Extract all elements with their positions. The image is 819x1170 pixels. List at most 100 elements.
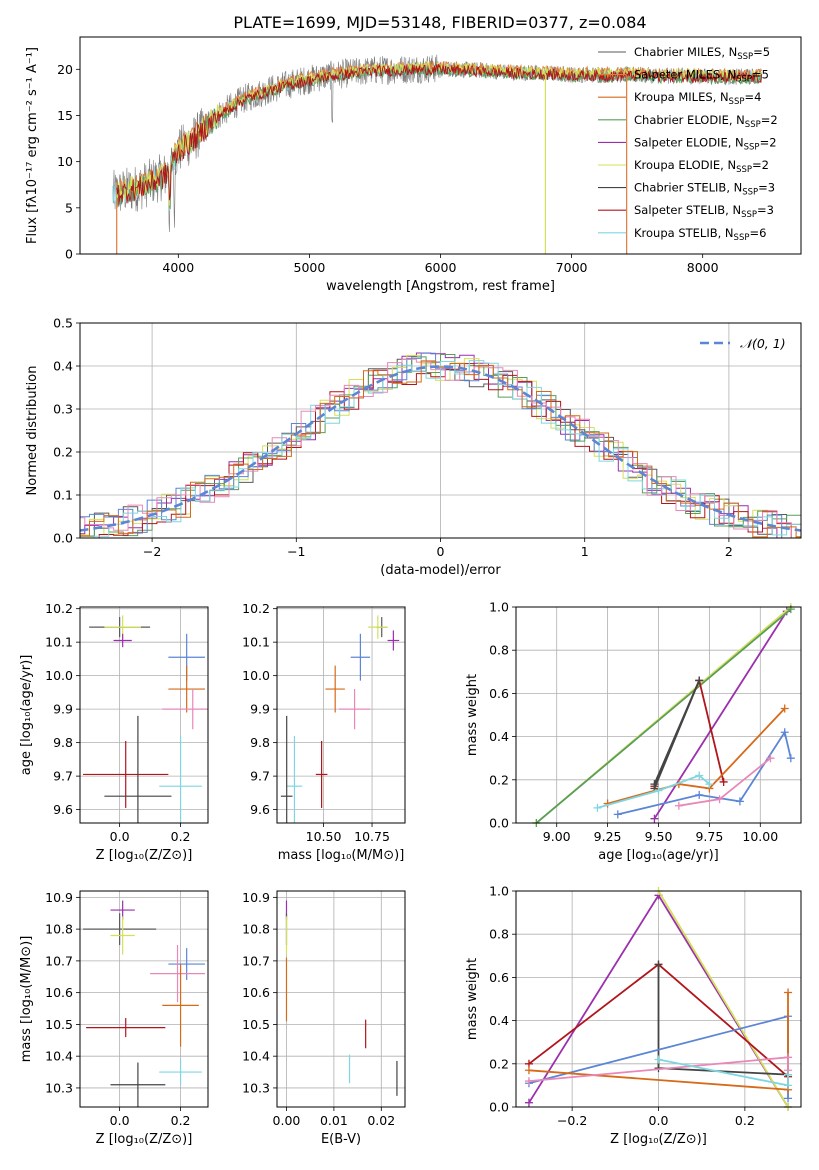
error-bar-point <box>83 913 157 945</box>
x-tick-label: 0.0 <box>110 829 130 844</box>
y-tick-label: 10.0 <box>242 668 270 683</box>
y-tick-label: 0 <box>65 247 73 262</box>
x-tick-label: 9.00 <box>543 829 571 844</box>
plus-marker <box>784 1081 793 1090</box>
weight-series-line <box>653 610 788 820</box>
mass_vs_Z-axes: 0.0 0.2 10.3 10.4 10.5 10.6 10.7 10.8 10.9 Z [log… <box>19 890 208 1147</box>
x-tick-label: 9.25 <box>594 829 622 844</box>
error-bar-point <box>159 1059 202 1085</box>
plus-marker <box>784 1094 793 1103</box>
error-bar-point <box>350 633 371 681</box>
axes-frame <box>515 606 802 824</box>
y-tick-label: 10.9 <box>45 890 73 905</box>
y-tick-label: 10.7 <box>45 953 73 968</box>
y-tick-label: 10.3 <box>242 1080 270 1095</box>
legend-entry: Chabrier STELIB, NSSP=3 <box>634 181 775 198</box>
y-axis-label: Flux [fλ10⁻¹⁷ erg cm⁻² s⁻¹ A⁻¹] <box>25 47 40 244</box>
axes-frame <box>79 606 209 824</box>
x-tick-label: 9.50 <box>645 829 673 844</box>
y-tick-label: 0.0 <box>489 816 509 831</box>
x-tick-label: 10.75 <box>354 829 390 844</box>
weight-series-line <box>653 677 725 787</box>
y-axis-label: age [log₁₀(age/yr)] <box>19 655 34 776</box>
plus-marker <box>784 1053 793 1062</box>
weight_vs_age-axes: 9.00 9.25 9.50 9.75 10.00 0.0 0.2 0.4 0.6 0.8 1.0 a… <box>465 600 801 863</box>
histogram-step <box>80 354 801 538</box>
weight-series-line <box>597 774 710 809</box>
plus-marker <box>674 801 683 810</box>
y-tick-label: 9.9 <box>250 702 270 717</box>
axes-frame <box>515 890 802 1108</box>
y-tick-label: 1.0 <box>489 600 509 615</box>
plus-marker <box>695 676 704 685</box>
x-tick-label: 0.01 <box>320 1113 348 1128</box>
error-bar-point <box>280 715 293 823</box>
weight-series-line <box>535 608 792 823</box>
x-axis-label: (data-model)/error <box>380 563 501 578</box>
x-axis-label: age [log₁₀(age/yr)] <box>598 848 719 863</box>
x-axis-label: mass [log₁₀(M/M⊙)] <box>278 848 405 863</box>
legend-entry: Kroupa STELIB, NSSP=6 <box>634 226 766 243</box>
error-bar-point <box>368 615 388 639</box>
y-tick-label: 0.0 <box>489 1100 509 1115</box>
y-tick-label: 9.6 <box>250 802 270 817</box>
plus-marker <box>613 810 622 819</box>
x-tick-label: −0.2 <box>557 1113 587 1128</box>
y-tick-label: 0.8 <box>489 643 509 658</box>
y-tick-label: 10.0 <box>45 668 73 683</box>
y-tick-label: 0.6 <box>489 686 509 701</box>
plus-marker <box>524 1098 533 1107</box>
y-tick-label: 9.6 <box>53 802 73 817</box>
legend-entry: Salpeter MILES, NSSP=5 <box>634 68 769 85</box>
y-tick-label: 0.4 <box>489 729 509 744</box>
y-tick-label: 0.8 <box>489 927 509 942</box>
plus-marker <box>715 795 724 804</box>
axes-frame <box>276 606 406 824</box>
plus-marker <box>786 754 795 763</box>
error-bar-point <box>162 689 208 730</box>
age_vs_mass-axes: 10.50 10.75 9.6 9.7 9.8 9.9 10.0 10.1 10.2 mass [… <box>242 601 405 863</box>
legend-entry: Salpeter ELODIE, NSSP=2 <box>634 135 777 152</box>
y-tick-label: 10.5 <box>45 1017 73 1032</box>
residuals-axes: −2 −1 0 1 2 0.0 0.1 0.2 0.3 0.4 0.5 (data-model)/er… <box>25 316 801 578</box>
legend-entry: Chabrier MILES, NSSP=5 <box>634 45 770 62</box>
error-bar-point <box>286 735 303 823</box>
plus-marker <box>654 1055 663 1064</box>
x-tick-label: 0 <box>437 544 445 559</box>
y-tick-label: 10.3 <box>45 1080 73 1095</box>
y-tick-label: 9.8 <box>53 735 73 750</box>
y-tick-label: 10.4 <box>242 1049 270 1064</box>
x-tick-label: 0.0 <box>649 1113 669 1128</box>
plus-marker <box>695 771 704 780</box>
y-tick-label: 10.2 <box>45 601 73 616</box>
x-tick-label: 6000 <box>425 260 457 275</box>
x-tick-label: 0.02 <box>367 1113 395 1128</box>
error-bar-point <box>315 740 328 808</box>
plus-marker <box>524 1077 533 1086</box>
x-axis-label: Z [log₁₀(Z/Z⊙)] <box>610 1132 707 1147</box>
y-tick-label: 9.7 <box>250 769 270 784</box>
y-tick-label: 10.6 <box>45 985 73 1000</box>
y-tick-label: 10.5 <box>242 1017 270 1032</box>
weight-series-line <box>657 891 789 1107</box>
y-tick-label: 10.8 <box>45 922 73 937</box>
error-bar-point <box>86 1018 166 1038</box>
weight_vs_Z-axes: −0.2 0.0 0.2 0.0 0.2 0.4 0.6 0.8 1.0 Z [log₁₀(Z/Z… <box>465 884 801 1147</box>
plus-marker <box>784 988 793 997</box>
plus-marker <box>654 960 663 969</box>
plus-marker <box>735 797 744 806</box>
error-bar-point <box>159 735 202 823</box>
spectrum-legend: Chabrier MILES, NSSP=5 Salpeter MILES, NS… <box>598 45 778 243</box>
y-axis-label: mass weight <box>465 674 480 756</box>
y-tick-label: 15 <box>57 108 73 123</box>
error-bar-point <box>162 964 199 1047</box>
legend-entry: Kroupa ELODIE, NSSP=2 <box>634 158 769 175</box>
weight-series-line <box>607 707 786 805</box>
y-tick-label: 0.2 <box>489 1056 509 1071</box>
gaussian-curve <box>80 365 801 532</box>
error-bar-point <box>113 633 132 648</box>
axes-frame <box>79 890 209 1108</box>
spectrum-model-line <box>116 64 763 205</box>
x-tick-label: 5000 <box>294 260 326 275</box>
y-tick-label: 0.2 <box>489 772 509 787</box>
